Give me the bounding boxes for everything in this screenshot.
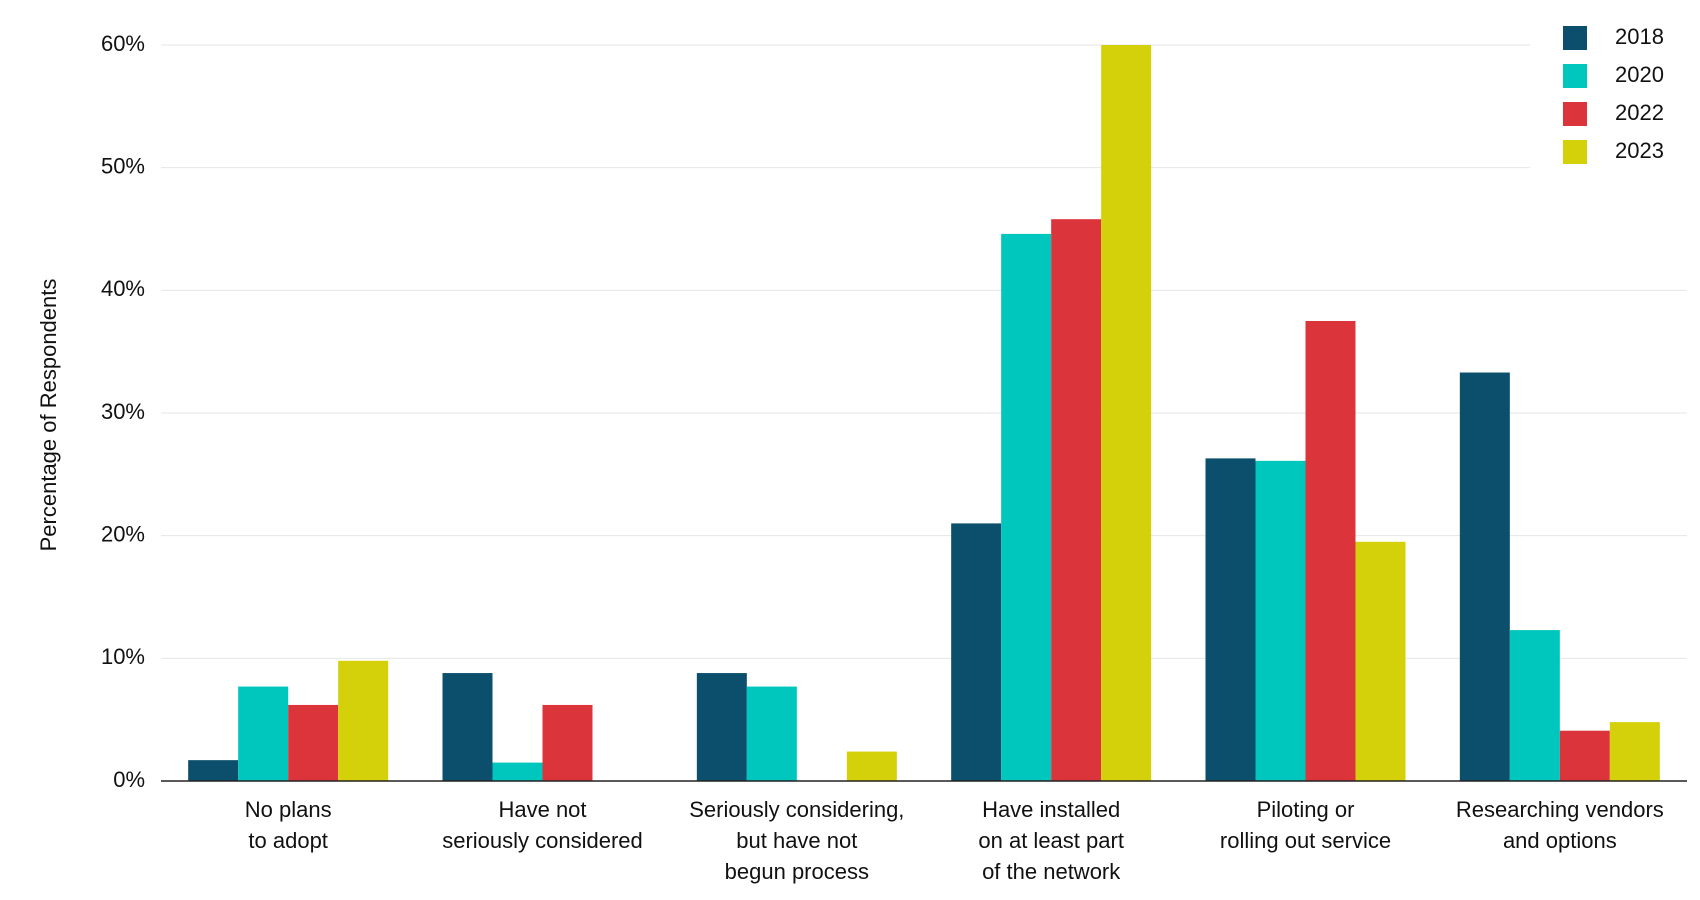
x-tick-line: Researching vendors — [1456, 797, 1664, 822]
x-tick-line: Piloting or — [1257, 797, 1355, 822]
y-axis-label: Percentage of Respondents — [36, 279, 61, 552]
bar — [1609, 722, 1660, 781]
bar — [338, 660, 389, 781]
x-tick-line: Have installed — [982, 797, 1120, 822]
bar — [1051, 219, 1102, 782]
x-tick-line: Seriously considering, — [689, 797, 904, 822]
x-tick-label: Seriously considering, but have not begun … — [689, 797, 904, 884]
x-tick-line: seriously considered — [442, 828, 643, 853]
y-tick-label: 0% — [113, 767, 145, 792]
bar — [1509, 630, 1560, 781]
bar — [1355, 541, 1406, 781]
bar — [188, 760, 239, 781]
y-tick-label: 60% — [101, 31, 145, 56]
x-tick-line: and options — [1503, 828, 1617, 853]
legend-swatch — [1563, 102, 1587, 126]
legend-swatch — [1563, 64, 1587, 88]
bar — [951, 523, 1002, 781]
bar — [696, 673, 747, 781]
legend-label: 2023 — [1615, 138, 1664, 163]
y-tick-label: 20% — [101, 521, 145, 546]
legend-label: 2022 — [1615, 100, 1664, 125]
bar — [1305, 321, 1356, 781]
x-tick-label: No plans to adopt — [245, 797, 332, 853]
bar — [1001, 233, 1052, 781]
x-tick-line: of the network — [982, 859, 1121, 884]
y-tick-label: 40% — [101, 276, 145, 301]
y-tick-label: 30% — [101, 399, 145, 424]
bar — [1101, 45, 1152, 781]
bar — [492, 762, 543, 781]
bar — [1255, 460, 1306, 781]
legend-label: 2020 — [1615, 62, 1664, 87]
legend-swatch — [1563, 140, 1587, 164]
x-tick-line: rolling out service — [1220, 828, 1391, 853]
legend-background — [1530, 15, 1700, 170]
legend-label: 2018 — [1615, 24, 1664, 49]
x-tick-label: Have installed on at least part of the net… — [978, 797, 1124, 884]
x-tick-line: Have not — [498, 797, 586, 822]
x-tick-line: begun process — [725, 859, 869, 884]
legend-swatch — [1563, 26, 1587, 50]
bar — [746, 686, 797, 781]
x-tick-label: Piloting or rolling out service — [1220, 797, 1391, 853]
x-tick-label: Have not seriously considered — [442, 797, 643, 853]
y-tick-label: 10% — [101, 644, 145, 669]
x-tick-line: to adopt — [248, 828, 328, 853]
bar — [846, 751, 897, 781]
bar — [442, 673, 493, 781]
bar — [1459, 372, 1510, 781]
x-tick-label: Researching vendors and options — [1456, 797, 1664, 853]
bar — [542, 704, 593, 781]
x-tick-line: No plans — [245, 797, 332, 822]
x-tick-line: on at least part — [978, 828, 1124, 853]
bar — [1559, 730, 1610, 781]
bar — [1205, 458, 1256, 781]
bar — [238, 686, 289, 781]
bar — [288, 704, 339, 781]
x-tick-line: but have not — [736, 828, 857, 853]
y-tick-label: 50% — [101, 153, 145, 178]
